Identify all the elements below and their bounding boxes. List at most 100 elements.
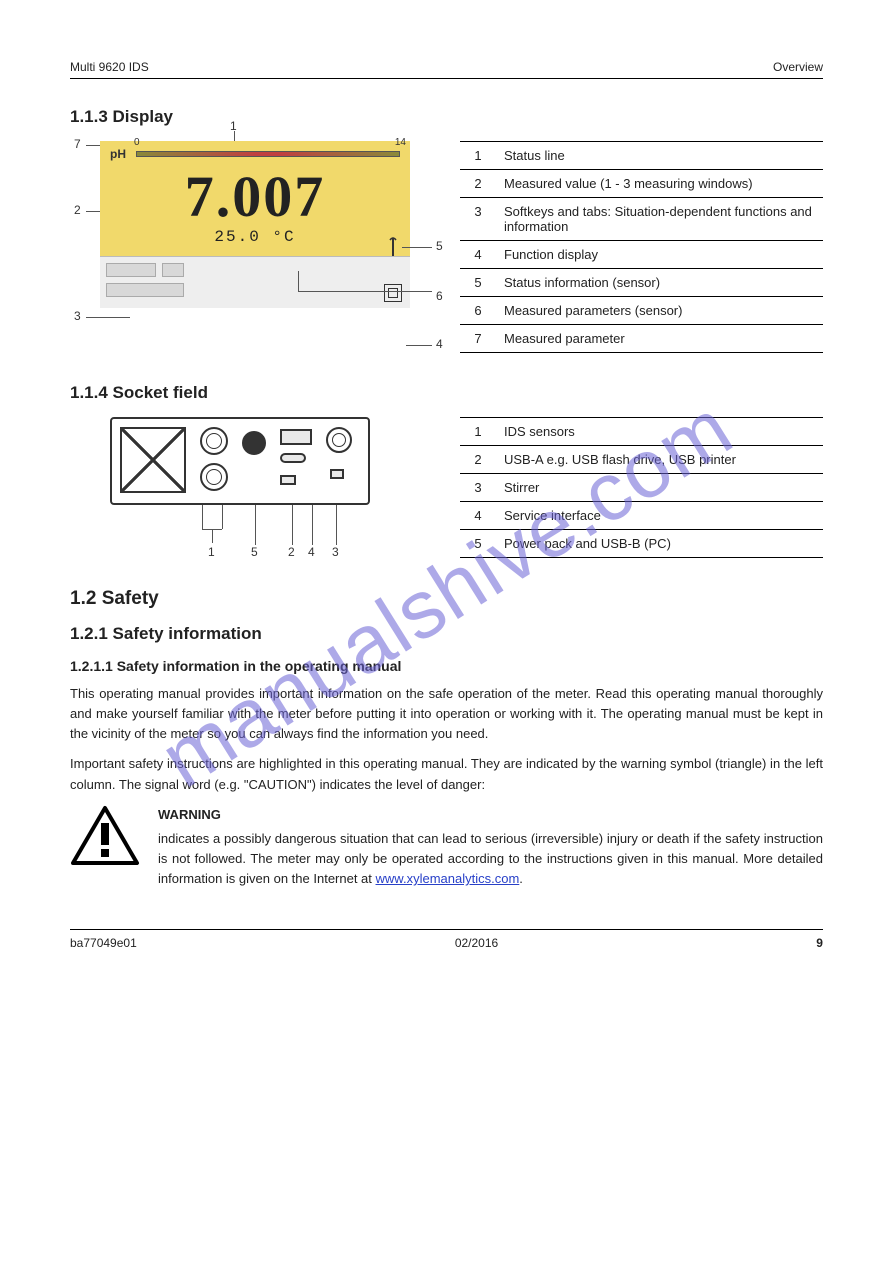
cell-num: 3	[460, 198, 496, 241]
cell-text: Function display	[496, 241, 823, 269]
cell-text: Measured value (1 - 3 measuring windows)	[496, 170, 823, 198]
section-title-safety-sub: 1.2.1 Safety information	[70, 624, 823, 644]
scallout-5: 5	[251, 545, 258, 559]
callout-2: 2	[74, 203, 81, 217]
port-sensor-1	[200, 427, 228, 455]
slead-1v	[212, 529, 213, 543]
table-row: 5Status information (sensor)	[460, 269, 823, 297]
cell-num: 2	[460, 170, 496, 198]
lcd-mode-label: pH	[110, 147, 126, 161]
display-figure-row: 7 1 2 3 pH 0 14 7.007 25.0 °C	[70, 141, 823, 353]
port-usb-a	[280, 429, 312, 445]
callout-5: 5	[436, 239, 443, 253]
slead-1a	[202, 505, 203, 529]
slead-4	[312, 505, 313, 545]
footer-left: ba77049e01	[70, 936, 137, 950]
header-right: Overview	[773, 60, 823, 74]
table-row: 2Measured value (1 - 3 measuring windows…	[460, 170, 823, 198]
lcd-reading: 7.007	[110, 163, 400, 230]
table-row: 6Measured parameters (sensor)	[460, 297, 823, 325]
cell-text: USB-A e.g. USB flash drive, USB printer	[496, 446, 823, 474]
display-figure: 7 1 2 3 pH 0 14 7.007 25.0 °C	[70, 141, 460, 308]
header-left: Multi 9620 IDS	[70, 60, 149, 74]
cell-text: Stirrer	[496, 474, 823, 502]
section-title-socket: 1.1.4 Socket field	[70, 383, 823, 403]
cell-num: 6	[460, 297, 496, 325]
cell-text: Measured parameter	[496, 325, 823, 353]
lcd-scale-max: 14	[395, 137, 406, 148]
footer-rule	[70, 929, 823, 930]
table-row: 1Status line	[460, 142, 823, 170]
warning-triangle-icon	[70, 805, 140, 870]
cell-num: 2	[460, 446, 496, 474]
lcd-temperature: 25.0 °C	[110, 228, 400, 246]
socket-legend-table: 1IDS sensors 2USB-A e.g. USB flash drive…	[460, 417, 823, 558]
socket-figure-row: 1 5 2 4 3 1IDS sensors 2USB-A e.g. USB f…	[70, 417, 823, 558]
footer-right: 9	[816, 936, 823, 950]
lead-4	[406, 345, 432, 346]
callout-3: 3	[74, 309, 81, 323]
scallout-2: 2	[288, 545, 295, 559]
lead-3	[86, 317, 130, 318]
network-icon	[384, 284, 402, 302]
cell-text: Service interface	[496, 502, 823, 530]
safety-para-2: Important safety instructions are highli…	[70, 754, 823, 794]
callout-6: 6	[436, 289, 443, 303]
warning-label: WARNING	[158, 805, 823, 825]
port-service	[280, 475, 296, 485]
port-mini	[280, 453, 306, 463]
cell-num: 4	[460, 241, 496, 269]
softkey-b	[162, 263, 184, 277]
cell-text: IDS sensors	[496, 418, 823, 446]
warning-link[interactable]: www.xylemanalytics.com	[376, 871, 520, 886]
page-footer: ba77049e01 02/2016 9	[70, 936, 823, 950]
lcd-screen: pH 0 14 7.007 25.0 °C	[100, 141, 410, 256]
port-round-dark	[242, 431, 266, 455]
slead-5	[255, 505, 256, 545]
cell-num: 1	[460, 142, 496, 170]
slead-3	[336, 505, 337, 545]
slead-1b	[222, 505, 223, 529]
cell-text: Status line	[496, 142, 823, 170]
socket-figure: 1 5 2 4 3	[70, 417, 460, 505]
warning-text-post: .	[519, 871, 523, 886]
rear-panel	[110, 417, 370, 505]
table-row: 1IDS sensors	[460, 418, 823, 446]
table-row: 3Stirrer	[460, 474, 823, 502]
scallout-3: 3	[332, 545, 339, 559]
cell-num: 3	[460, 474, 496, 502]
port-small	[330, 469, 344, 479]
section-title-display: 1.1.3 Display	[70, 107, 823, 127]
lcd-footer	[100, 256, 410, 308]
lcd-scale-bar	[136, 151, 400, 157]
cell-num: 5	[460, 530, 496, 558]
softkey-c	[106, 283, 184, 297]
header-rule	[70, 78, 823, 79]
cell-num: 5	[460, 269, 496, 297]
cell-text: Measured parameters (sensor)	[496, 297, 823, 325]
port-stirrer	[326, 427, 352, 453]
section-title-safety: 1.2 Safety	[70, 588, 823, 610]
scallout-1: 1	[208, 545, 215, 559]
safety-warning-block: WARNING indicates a possibly dangerous s…	[70, 805, 823, 890]
table-row: 4Service interface	[460, 502, 823, 530]
port-sensor-2	[200, 463, 228, 491]
table-row: 5Power pack and USB-B (PC)	[460, 530, 823, 558]
callout-4: 4	[436, 337, 443, 351]
display-legend-table: 1Status line 2Measured value (1 - 3 meas…	[460, 141, 823, 353]
cell-num: 4	[460, 502, 496, 530]
footer-center: 02/2016	[455, 936, 498, 950]
lead-5	[402, 247, 432, 248]
table-row: 7Measured parameter	[460, 325, 823, 353]
page-header: Multi 9620 IDS Overview	[70, 60, 823, 74]
blanking-plate	[120, 427, 186, 493]
cell-num: 7	[460, 325, 496, 353]
cell-text: Power pack and USB-B (PC)	[496, 530, 823, 558]
lead-6	[298, 291, 432, 292]
slead-2	[292, 505, 293, 545]
callout-7: 7	[74, 137, 81, 151]
safety-warning-text: WARNING indicates a possibly dangerous s…	[158, 805, 823, 890]
cell-text: Softkeys and tabs: Situation-dependent f…	[496, 198, 823, 241]
lead-6v	[298, 271, 299, 291]
safety-para-1: This operating manual provides important…	[70, 684, 823, 744]
